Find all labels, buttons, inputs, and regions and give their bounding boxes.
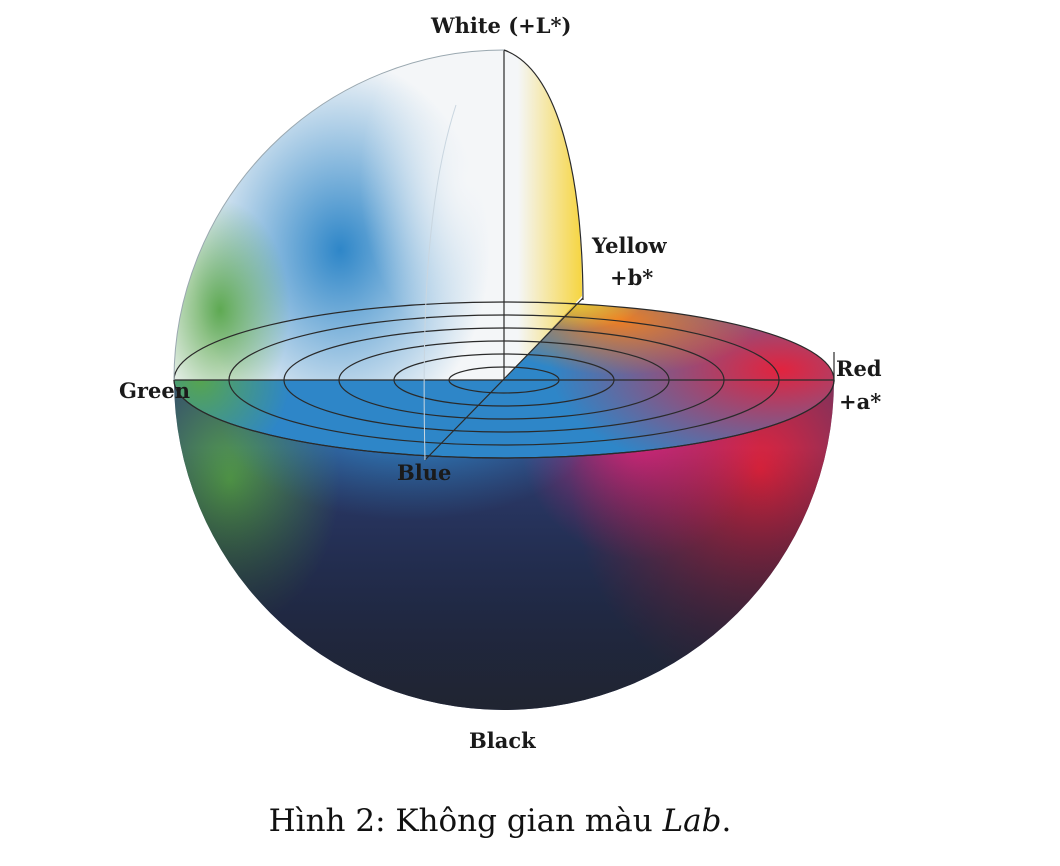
caption-suffix: . — [721, 803, 732, 839]
disc-rim — [173, 379, 835, 459]
black-label: Black — [469, 728, 536, 753]
blue-meridian — [423, 104, 457, 461]
white-axis-label: White (+L*) — [431, 13, 572, 38]
yellow-label: Yellow — [592, 233, 667, 258]
b-axis-label: +b* — [610, 265, 654, 290]
blue-label: Blue — [397, 460, 452, 485]
upper-edge-arc — [503, 49, 584, 298]
a-axis-label: +a* — [839, 389, 882, 414]
green-label: Green — [119, 378, 190, 403]
figure-caption: Hình 2: Không gian màu Lab. — [0, 803, 1000, 839]
red-label: Red — [836, 356, 882, 381]
grid-lines — [173, 49, 835, 461]
caption-prefix: Hình 2: Không gian màu — [268, 803, 663, 839]
caption-italic-lab: Lab — [662, 803, 722, 839]
outer-arc — [173, 49, 505, 381]
upper-shell — [174, 50, 504, 380]
